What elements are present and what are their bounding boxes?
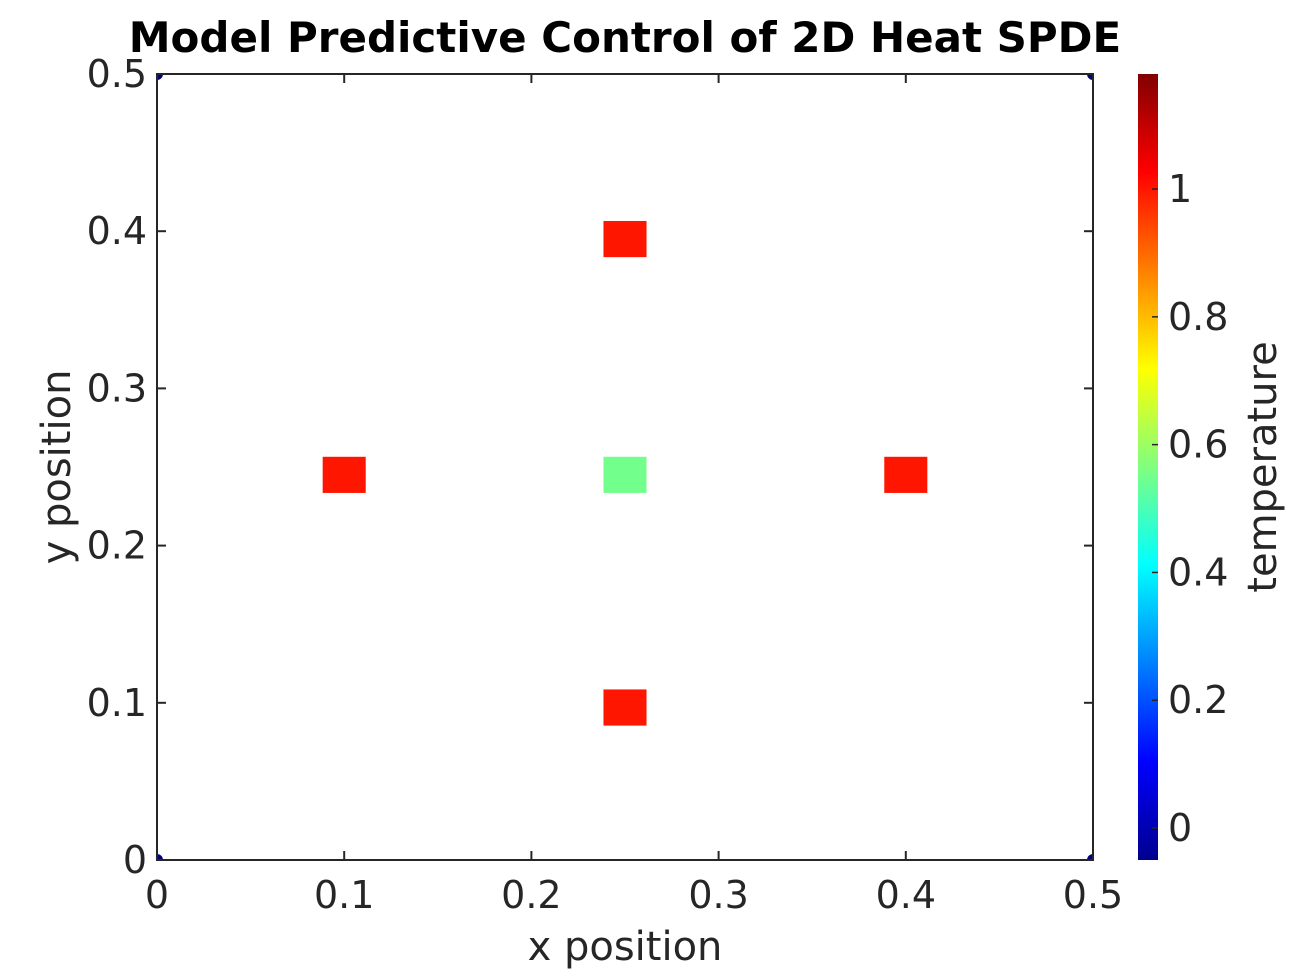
x-tick-label-4: 0.4: [876, 873, 936, 917]
x-axis-label: x position: [528, 924, 723, 970]
y-tick-label-3: 0.3: [87, 366, 147, 410]
x-tick-label-5: 0.5: [1063, 873, 1123, 917]
colorbar-tick-label-3: 0.6: [1168, 423, 1228, 467]
y-tick-label-2: 0.2: [87, 524, 147, 568]
y-tick-label-1: 0.1: [87, 681, 147, 725]
heatmap-cells: [322, 220, 928, 726]
colorbar-tick-label-1: 0.2: [1168, 678, 1228, 722]
x-tick-label-0: 0: [145, 873, 169, 917]
chart-title: Model Predictive Control of 2D Heat SPDE: [129, 13, 1121, 62]
x-axis-ticks: 0 0.1 0.2 0.3 0.4 0.5: [145, 74, 1123, 917]
x-tick-label-2: 0.2: [501, 873, 561, 917]
corner-marker-1: [157, 854, 163, 860]
y-tick-label-0: 0: [123, 838, 147, 882]
heatmap-cell-5: [603, 689, 647, 726]
y-tick-label-4: 0.4: [87, 209, 147, 253]
corner-marker-2: [1087, 854, 1093, 860]
colorbar: [1138, 74, 1158, 860]
y-tick-label-5: 0.5: [87, 52, 147, 96]
colorbar-tick-label-0: 0: [1168, 806, 1192, 850]
colorbar-tick-label-4: 0.8: [1168, 295, 1228, 339]
y-axis-ticks: 0 0.1 0.2 0.3 0.4 0.5: [87, 52, 1093, 882]
corner-marker-3: [157, 74, 163, 80]
colorbar-tick-label-2: 0.4: [1168, 550, 1228, 594]
plot-frame: [156, 73, 1094, 861]
colorbar-tick-label-5: 1: [1168, 167, 1192, 211]
corner-markers: [157, 74, 1093, 860]
y-axis-label: y position: [34, 370, 80, 565]
heatmap-cell-1: [603, 220, 647, 258]
heatmap-cell-3: [603, 456, 647, 493]
colorbar-label: temperature: [1240, 341, 1286, 592]
x-tick-label-1: 0.1: [314, 873, 374, 917]
corner-marker-4: [1087, 74, 1093, 80]
colorbar-ticks: 0 0.2 0.4 0.6 0.8 1: [1152, 167, 1228, 850]
x-tick-label-3: 0.3: [688, 873, 748, 917]
heatmap-cell-2: [322, 456, 366, 493]
heatmap-cell-4: [884, 456, 928, 493]
